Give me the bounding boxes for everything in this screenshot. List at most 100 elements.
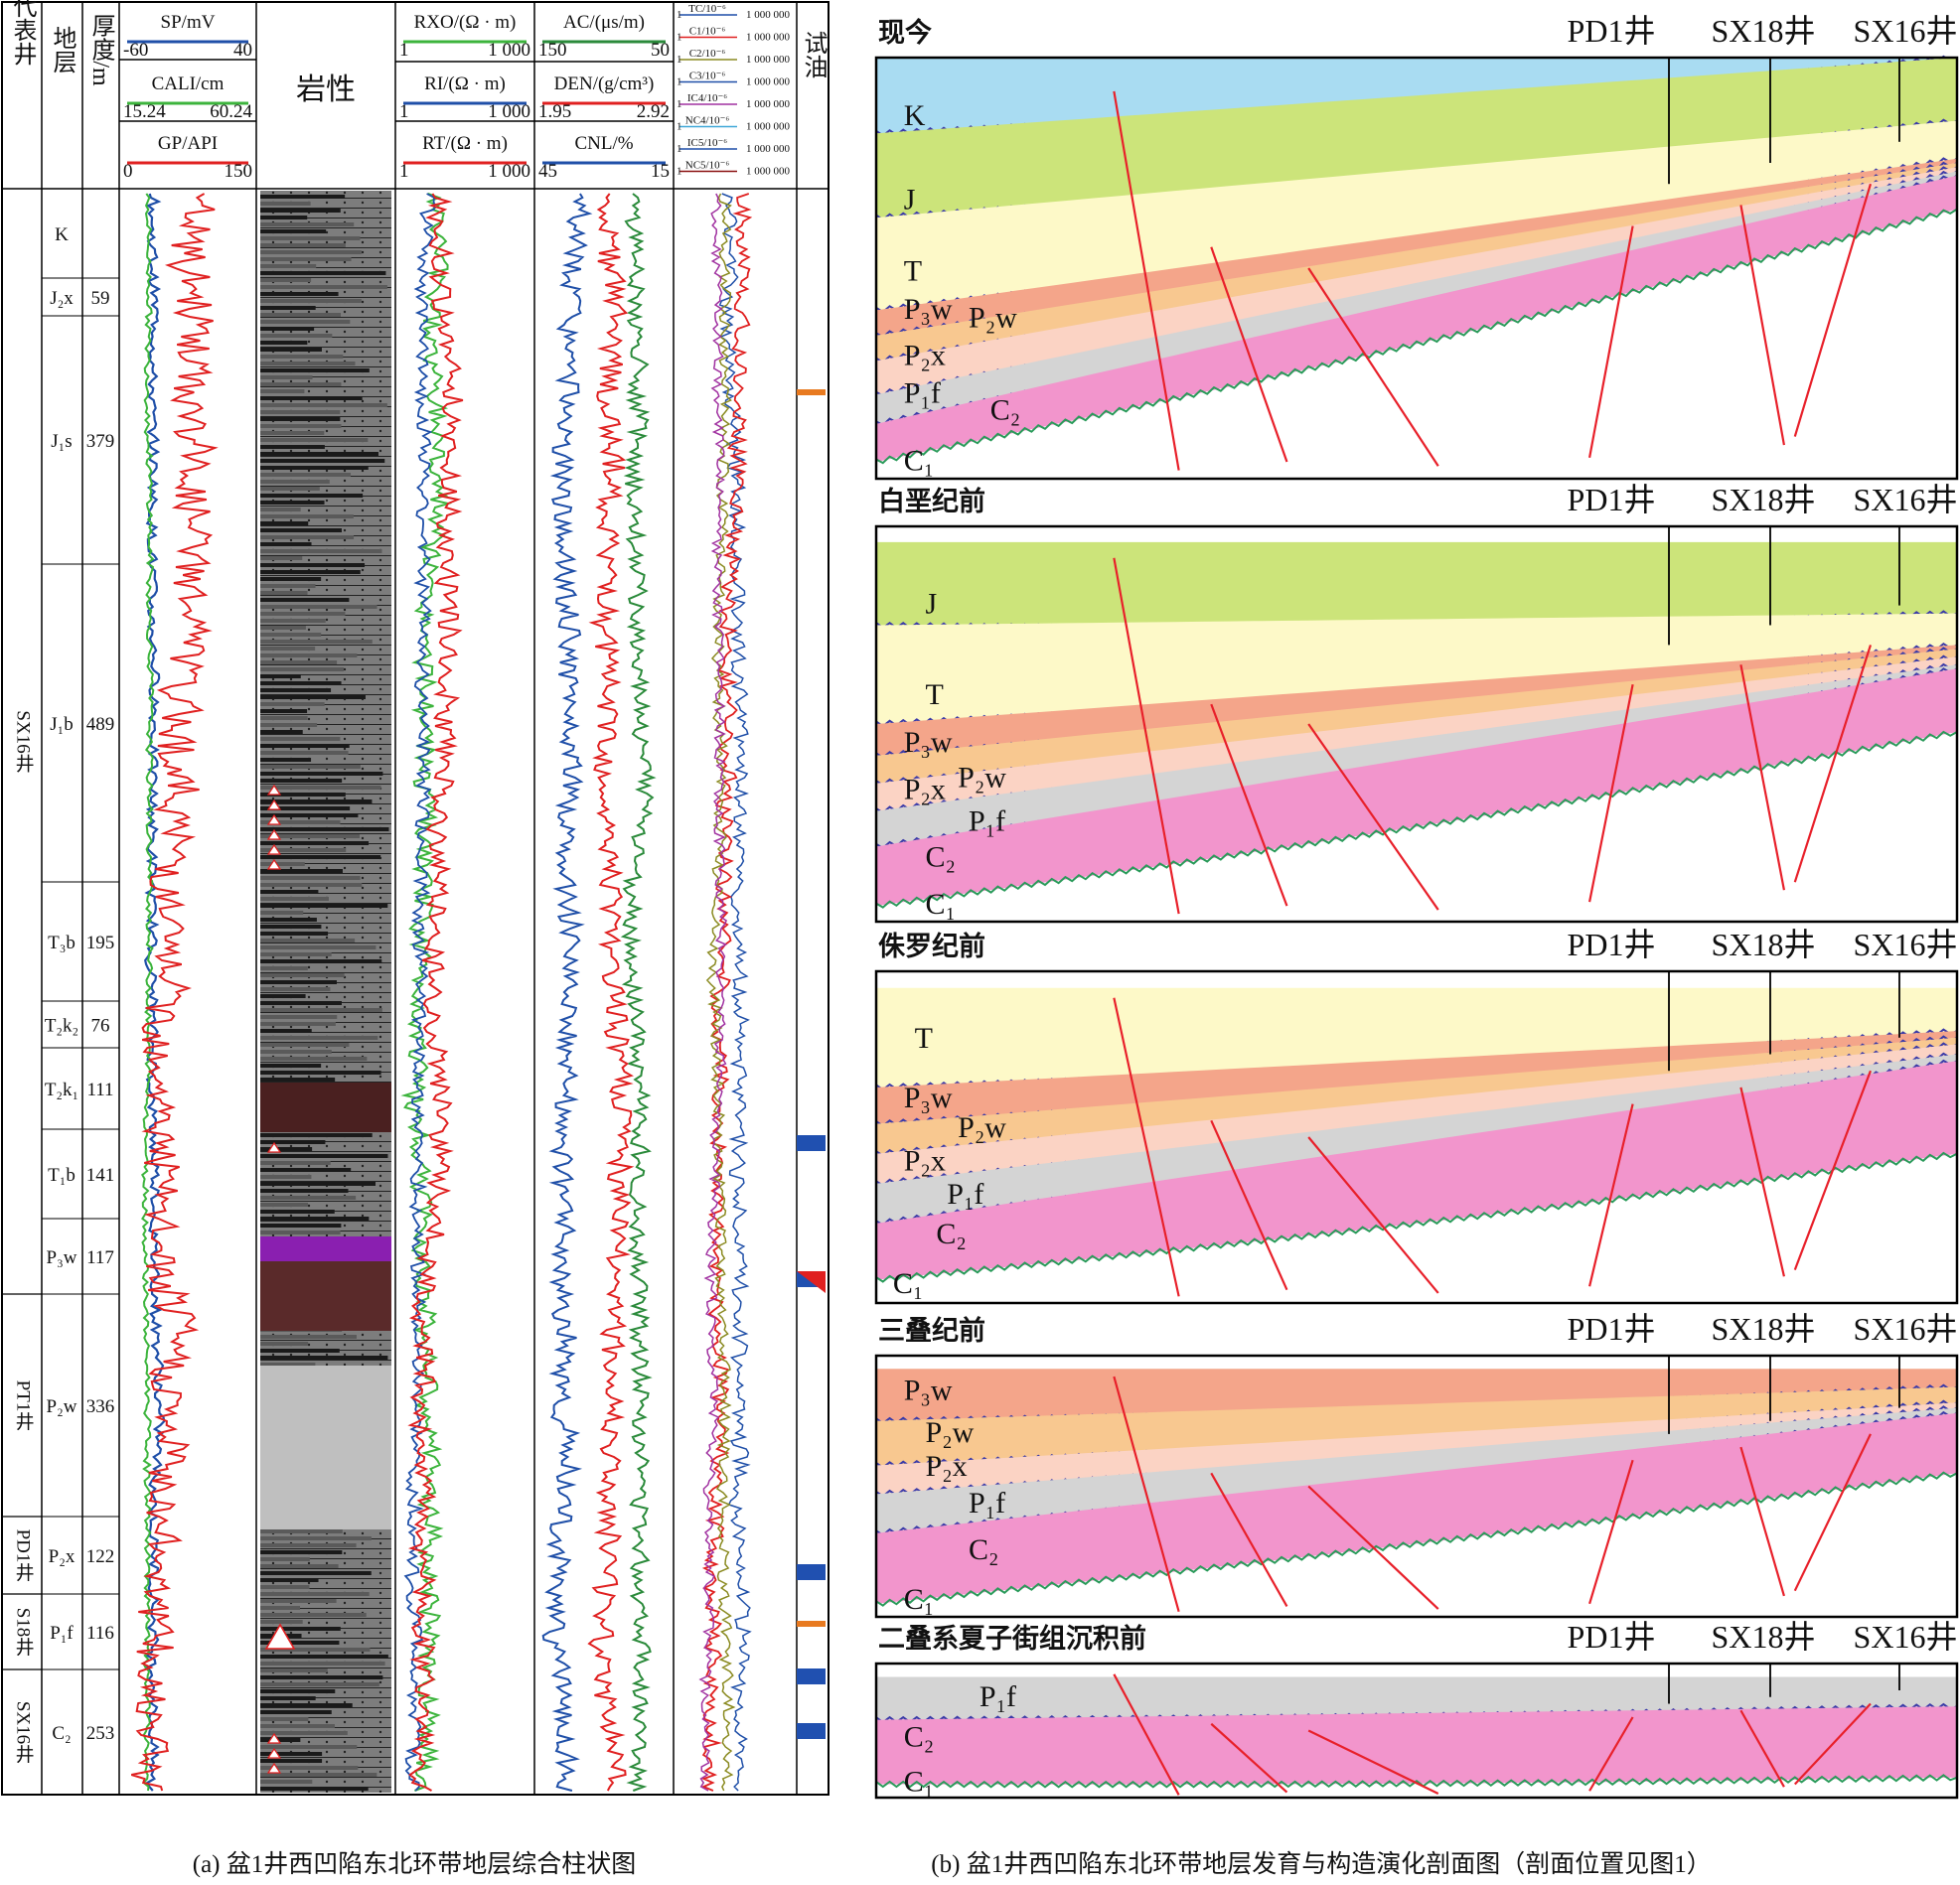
layer-P2w bbox=[876, 163, 1957, 362]
lithology-bed bbox=[260, 396, 363, 400]
lithology-bed bbox=[260, 1773, 377, 1777]
conglomerate-symbol bbox=[266, 798, 282, 810]
lithology-bed bbox=[260, 1543, 357, 1547]
lithology-bed bbox=[260, 250, 362, 254]
fault-line bbox=[1793, 1433, 1872, 1592]
conglomerate-symbol bbox=[266, 843, 282, 855]
strata-thickness: 111 bbox=[86, 1080, 113, 1100]
track-max: 60.24 bbox=[210, 101, 252, 122]
lithology-bed bbox=[260, 1008, 382, 1012]
stratum-label: C₂ bbox=[969, 1533, 998, 1566]
lithology-bed bbox=[260, 473, 352, 477]
track-name: DEN/(g/cm³) bbox=[554, 73, 655, 94]
horizon-C2 bbox=[875, 1774, 1958, 1789]
stratum-label: P₂w bbox=[969, 301, 1017, 334]
ac-curve bbox=[620, 193, 657, 1792]
layer-P2w bbox=[876, 1386, 1957, 1466]
lithology-bed bbox=[260, 890, 319, 894]
conglomerate-symbol bbox=[266, 858, 282, 870]
section-title: 三叠纪前 bbox=[878, 1315, 985, 1346]
fault-line bbox=[1307, 267, 1439, 467]
lithology-bed bbox=[260, 1564, 339, 1568]
lithology-bed bbox=[260, 744, 350, 748]
lithology-bed bbox=[260, 1557, 310, 1561]
well-name-pd1: PD1井 bbox=[1568, 13, 1656, 49]
lithology-bed bbox=[260, 855, 381, 859]
lithology-bed bbox=[260, 1696, 316, 1700]
lithology-unit bbox=[260, 1261, 391, 1331]
lithology-bed bbox=[260, 1015, 338, 1019]
thickness-col-header: 厚度/m bbox=[87, 13, 115, 86]
strata-name: P₂x bbox=[49, 1546, 75, 1567]
fault-line bbox=[1113, 90, 1180, 471]
lithology-bed bbox=[260, 1738, 301, 1742]
lithology-bed bbox=[260, 508, 301, 511]
stratum-label: P₃w bbox=[904, 726, 953, 759]
well-name-sx16: SX16井 bbox=[1854, 482, 1958, 517]
lithology-bed bbox=[260, 1620, 303, 1624]
track-name: RI/(Ω · m) bbox=[424, 73, 506, 94]
lithology-bed bbox=[260, 1745, 358, 1749]
lithology-bed bbox=[260, 362, 356, 365]
stratum-label: J bbox=[926, 588, 938, 621]
stratum-label: P₂x bbox=[926, 1450, 968, 1483]
lithology-bed bbox=[260, 918, 317, 922]
stratum-label: P₂w bbox=[926, 1416, 975, 1449]
fault-line bbox=[1739, 664, 1786, 891]
gas-max: 1 000 000 bbox=[746, 121, 791, 133]
strata-name: T₂k₁ bbox=[45, 1080, 78, 1100]
track-max: 15 bbox=[651, 161, 670, 182]
lithology-bed bbox=[260, 1682, 379, 1686]
fault-line bbox=[1739, 1087, 1785, 1277]
lithology-bed bbox=[260, 355, 344, 359]
lithology-bed bbox=[260, 772, 383, 776]
lithology-bed bbox=[260, 1668, 328, 1672]
stratum-label: T bbox=[915, 1022, 933, 1055]
layer-C2 bbox=[876, 1706, 1957, 1785]
lithology-bed bbox=[260, 1592, 370, 1596]
lithology-bed bbox=[260, 195, 346, 199]
gas-max: 1 000 000 bbox=[746, 98, 791, 110]
tc-curve bbox=[718, 193, 752, 1792]
track-max: 1 000 bbox=[488, 101, 530, 122]
gas-max: 1 000 000 bbox=[746, 54, 791, 66]
conglomerate-symbol bbox=[266, 1732, 282, 1744]
lithology-bed bbox=[260, 1731, 348, 1735]
gas-max: 1 000 000 bbox=[746, 143, 791, 155]
lithology-bed bbox=[260, 1787, 369, 1791]
lithology-bed bbox=[260, 751, 349, 755]
fault-line bbox=[1307, 1729, 1439, 1795]
lithology-bed bbox=[260, 883, 363, 887]
track-name: CALI/cm bbox=[152, 73, 225, 94]
well-label: PD1井 bbox=[13, 1529, 34, 1582]
fault-line bbox=[1210, 703, 1288, 907]
stratum-label: C₁ bbox=[904, 1765, 934, 1798]
strata-thickness: 59 bbox=[91, 288, 110, 309]
lithology-bed bbox=[260, 591, 308, 595]
stratum-label: T bbox=[904, 255, 922, 288]
track-min: 1 bbox=[399, 161, 409, 182]
track-name: RXO/(Ω · m) bbox=[414, 12, 517, 33]
fault-line bbox=[1793, 183, 1873, 437]
lithology-bed bbox=[260, 876, 361, 880]
lithology-bed bbox=[260, 786, 381, 790]
fault-line bbox=[1793, 1702, 1872, 1786]
lithology-bed bbox=[260, 952, 332, 956]
lithology-bed bbox=[260, 730, 303, 734]
strata-thickness: 117 bbox=[86, 1247, 114, 1268]
layer-P2x bbox=[876, 656, 1957, 811]
fault-line bbox=[1793, 645, 1873, 883]
lithology-bed bbox=[260, 1550, 343, 1554]
lithology-bed bbox=[260, 1578, 319, 1582]
layer-P3w bbox=[876, 1031, 1957, 1124]
stratum-label: P₂w bbox=[958, 762, 1006, 795]
lithology-bed bbox=[260, 229, 327, 233]
lithology-bed bbox=[260, 306, 316, 310]
oil-test-marker bbox=[797, 1723, 826, 1739]
lithology-bed bbox=[260, 1001, 342, 1005]
strata-name: T₂k₂ bbox=[45, 1016, 78, 1037]
well-name-pd1: PD1井 bbox=[1568, 482, 1656, 517]
strata-name: J₁b bbox=[50, 714, 74, 735]
section-title: 侏罗纪前 bbox=[878, 931, 985, 961]
conglomerate-symbol bbox=[266, 1141, 282, 1153]
